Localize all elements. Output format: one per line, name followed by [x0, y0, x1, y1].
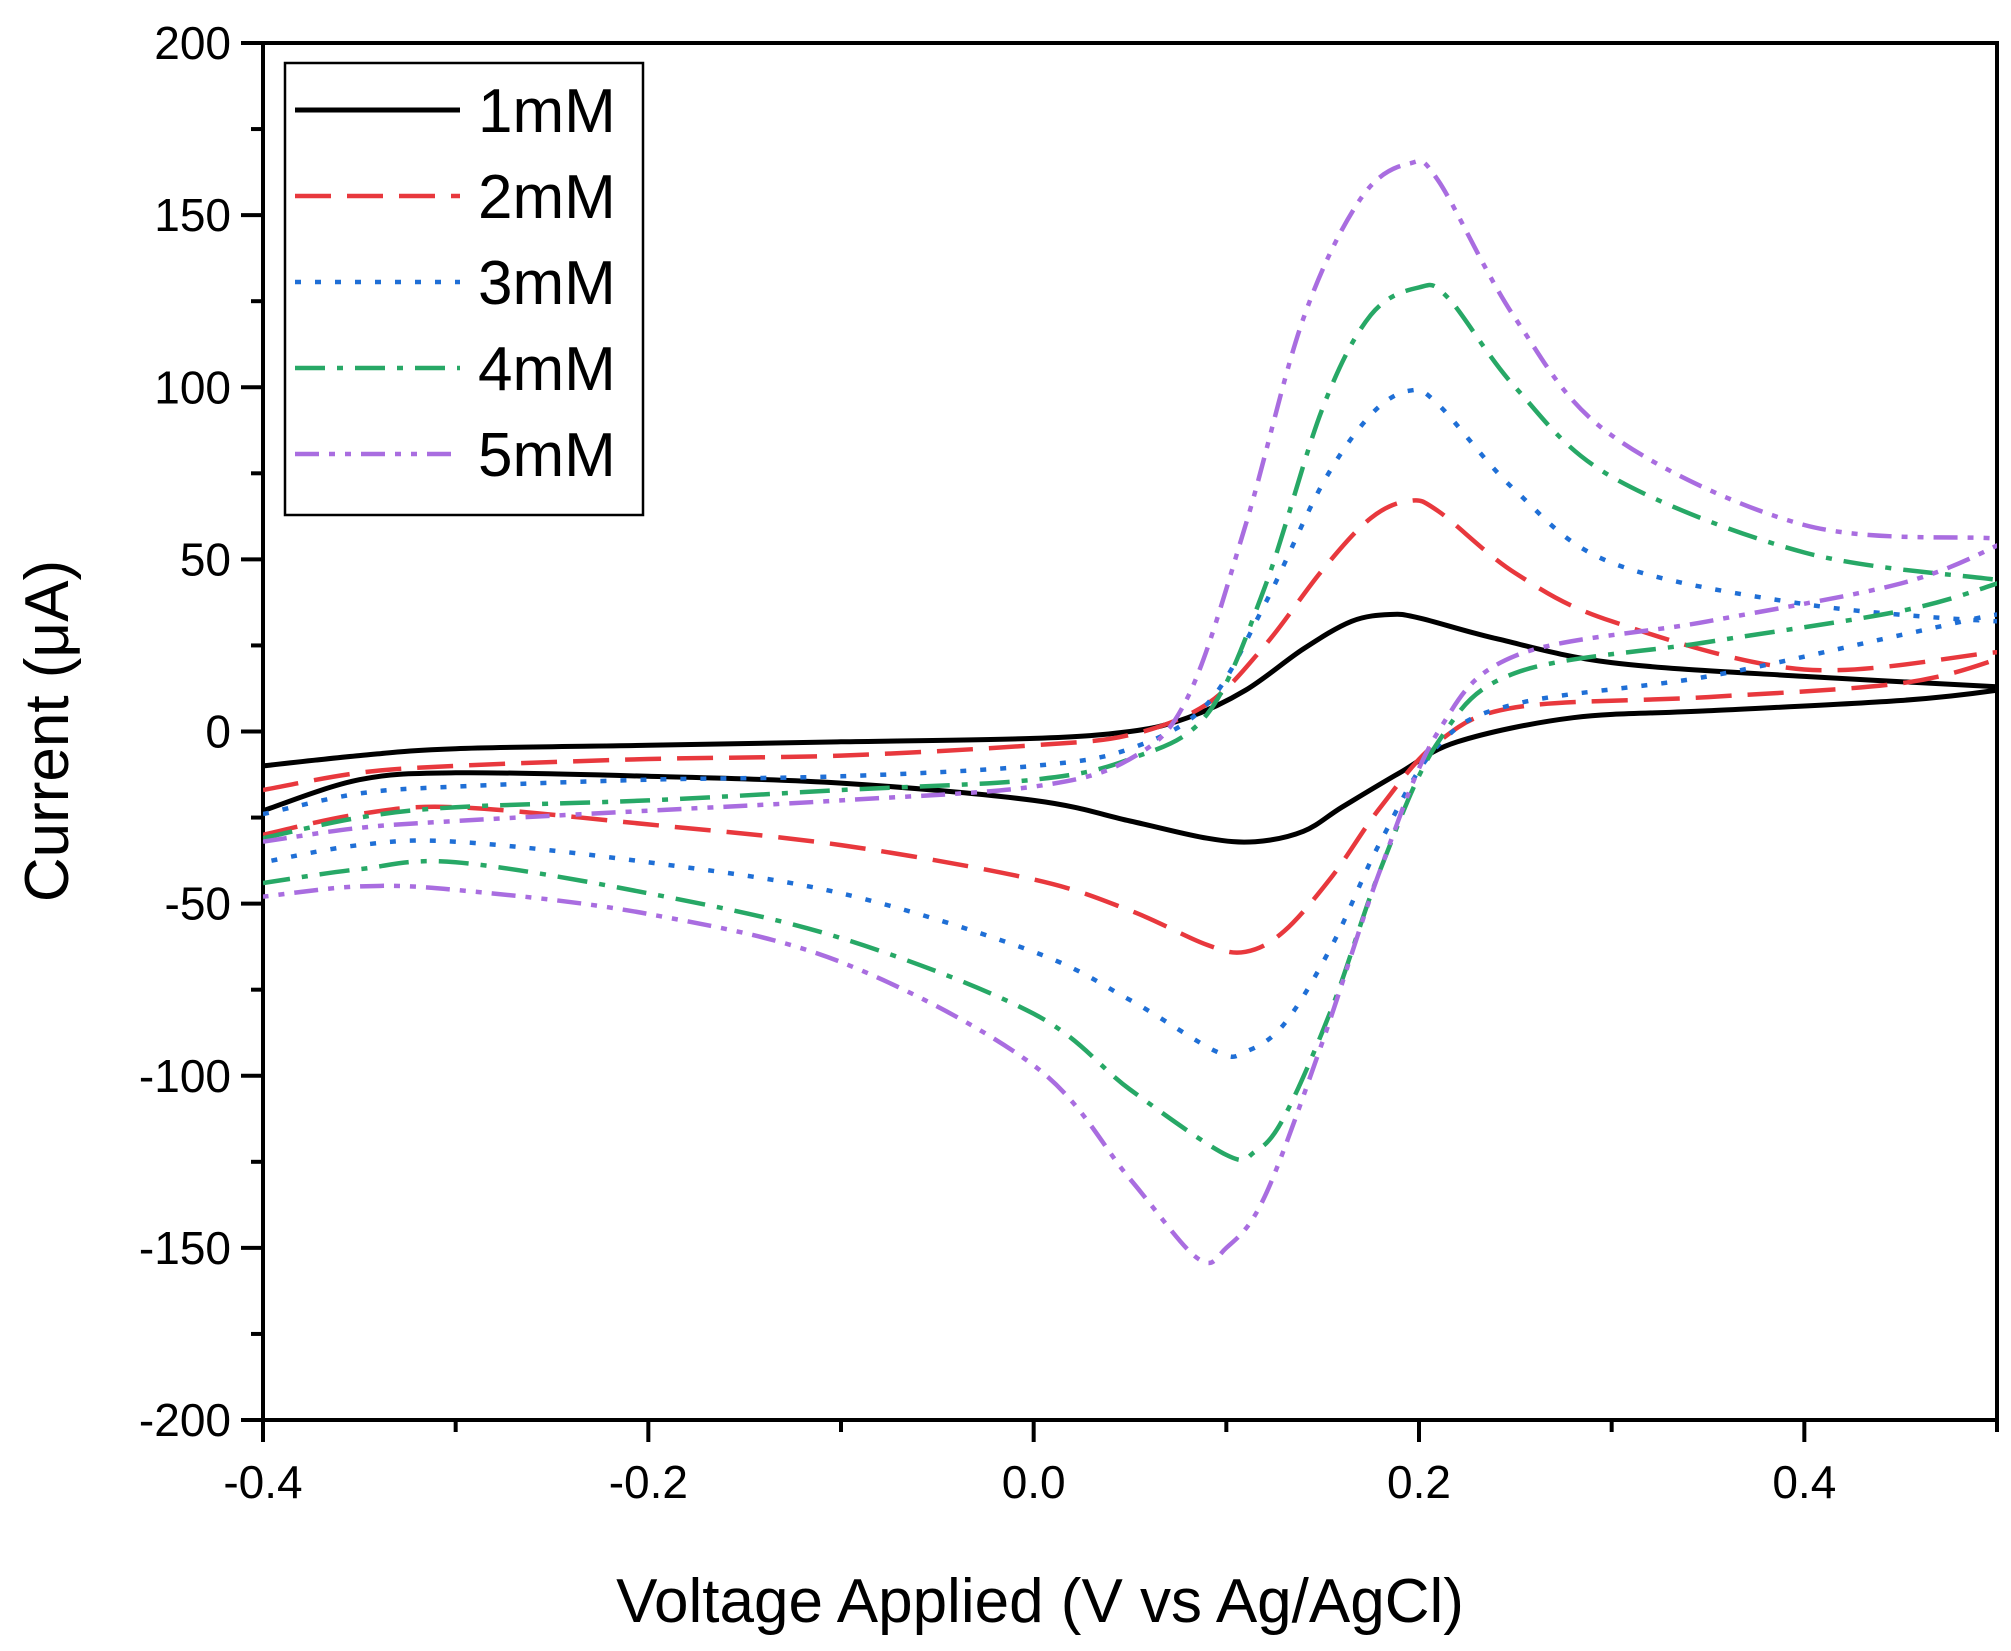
- series-line-2mM: [263, 498, 1997, 955]
- x-tick-label: 0.0: [1002, 1456, 1066, 1508]
- x-tick-label: 0.4: [1772, 1456, 1836, 1508]
- y-tick-label: 150: [154, 189, 231, 241]
- series-line-5mM: [263, 158, 1997, 1266]
- x-tick-label: -0.4: [223, 1456, 302, 1508]
- y-axis-title: Current (μA): [13, 560, 82, 902]
- x-tick-label: -0.2: [609, 1456, 688, 1508]
- series-line-4mM: [263, 282, 1997, 1163]
- y-tick-label: 200: [154, 17, 231, 69]
- series-line-1mM: [263, 611, 1997, 845]
- y-tick-label: -100: [139, 1050, 231, 1102]
- y-tick-label: -50: [165, 878, 231, 930]
- y-tick-label: 0: [205, 706, 231, 758]
- y-axis: -200 -150 -100 -50 0 50 100 150 200: [139, 17, 263, 1446]
- legend-label-1mM: 1mM: [478, 77, 616, 146]
- legend: 1mM 2mM 3mM 4mM 5mM: [283, 61, 645, 517]
- legend-label-4mM: 4mM: [478, 335, 616, 404]
- legend-label-2mM: 2mM: [478, 163, 616, 232]
- y-tick-label: 50: [180, 533, 231, 585]
- series-layer: [263, 158, 1997, 1266]
- legend-label-3mM: 3mM: [478, 249, 616, 318]
- x-tick-label: 0.2: [1387, 1456, 1451, 1508]
- y-tick-label: -200: [139, 1394, 231, 1446]
- legend-box: [283, 61, 645, 517]
- y-tick-label: 100: [154, 361, 231, 413]
- x-axis-title: Voltage Applied (V vs Ag/AgCl): [616, 1567, 1464, 1636]
- legend-label-5mM: 5mM: [478, 421, 616, 490]
- y-tick-label: -150: [139, 1222, 231, 1274]
- x-axis: -0.4 -0.2 0.0 0.2 0.4: [223, 1420, 1999, 1508]
